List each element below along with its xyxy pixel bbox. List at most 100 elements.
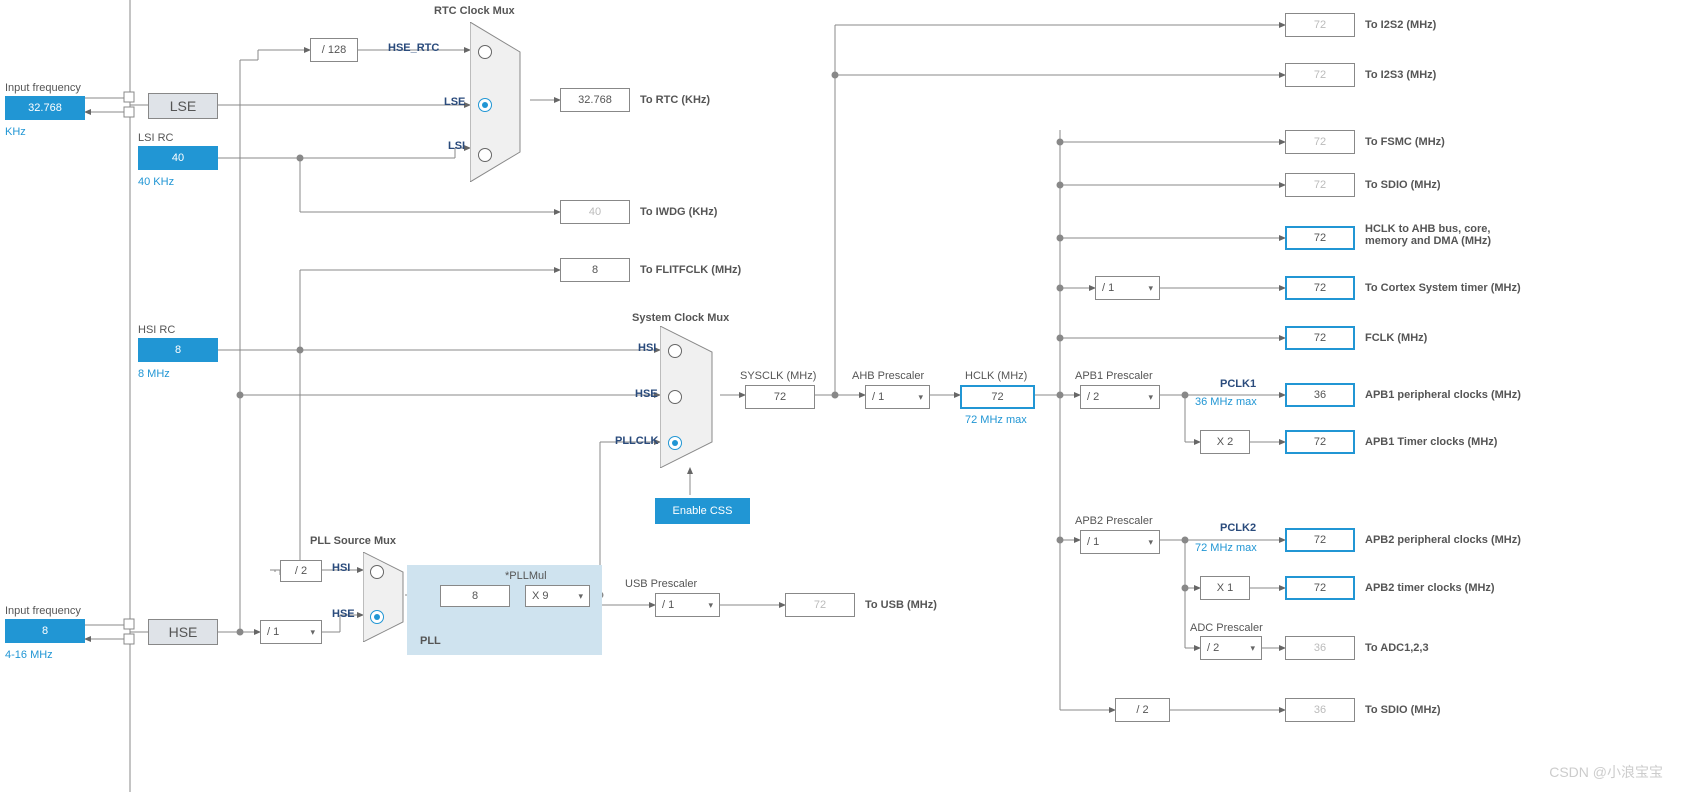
hclk-value[interactable]: 72 (960, 385, 1035, 409)
watermark: CSDN @小浪宝宝 (1549, 762, 1663, 782)
lse-box: LSE (148, 93, 218, 119)
usb-label: To USB (MHz) (865, 599, 937, 611)
flitfclk-label: To FLITFCLK (MHz) (640, 264, 741, 276)
hse-presc-select[interactable]: / 1▾ (260, 620, 322, 644)
pll-radio-hsi[interactable] (370, 565, 384, 579)
hsi-unit: 8 MHz (138, 368, 170, 380)
rtc-hse-rtc-label: HSE_RTC (388, 42, 439, 54)
sdio-value: 72 (1285, 173, 1355, 197)
adc-title: ADC Prescaler (1190, 622, 1263, 634)
adc-label: To ADC1,2,3 (1365, 642, 1429, 654)
sys-mux-title: System Clock Mux (632, 312, 729, 324)
sys-hsi-label: HSI (638, 342, 656, 354)
pll-in-value: 8 (440, 585, 510, 607)
fclk-value: 72 (1285, 326, 1355, 350)
pll-hse-div2: / 2 (280, 560, 322, 582)
hsi-value: 8 (138, 338, 218, 362)
apb1-title: APB1 Prescaler (1075, 370, 1153, 382)
cortex-label: To Cortex System timer (MHz) (1365, 282, 1521, 294)
rtc-out-value: 32.768 (560, 88, 630, 112)
pll-hsi-label: HSI (332, 562, 350, 574)
pll-radio-hse[interactable] (370, 610, 384, 624)
sys-radio-hse[interactable] (668, 390, 682, 404)
hclk-label: HCLK (MHz) (965, 370, 1027, 382)
rtc-lse-label: LSE (444, 96, 465, 108)
usb-presc-title: USB Prescaler (625, 578, 697, 590)
sdio-label: To SDIO (MHz) (1365, 179, 1441, 191)
rtc-out-label: To RTC (KHz) (640, 94, 710, 106)
pll-hse-label: HSE (332, 608, 355, 620)
lsi-value: 40 (138, 146, 218, 170)
rtc-mux-title: RTC Clock Mux (434, 5, 515, 17)
usb-value: 72 (785, 593, 855, 617)
hse-box: HSE (148, 619, 218, 645)
fclk-label: FCLK (MHz) (1365, 332, 1427, 344)
hsi-rc-label: HSI RC (138, 324, 175, 336)
lsi-rc-label: LSI RC (138, 132, 173, 144)
apb2-periph-label: APB2 peripheral clocks (MHz) (1365, 534, 1521, 546)
pll-label: PLL (420, 635, 441, 647)
sys-radio-pllclk[interactable] (668, 436, 682, 450)
apb2-tim-label: APB2 timer clocks (MHz) (1365, 582, 1495, 594)
apb1-tim-mult: X 2 (1200, 430, 1250, 454)
i2s2-label: To I2S2 (MHz) (1365, 19, 1436, 31)
adc-presc-select[interactable]: / 2▾ (1200, 636, 1262, 660)
hclk-ahb-label: HCLK to AHB bus, core, memory and DMA (M… (1365, 223, 1525, 247)
i2s3-label: To I2S3 (MHz) (1365, 69, 1436, 81)
sys-hse-label: HSE (635, 388, 658, 400)
apb1-tim-value: 72 (1285, 430, 1355, 454)
apb2-tim-value: 72 (1285, 576, 1355, 600)
hse-unit: 4-16 MHz (5, 649, 53, 661)
apb2-title: APB2 Prescaler (1075, 515, 1153, 527)
sys-pllclk-label: PLLCLK (615, 435, 658, 447)
pclk2-max: 72 MHz max (1195, 542, 1257, 554)
sdio2-value: 36 (1285, 698, 1355, 722)
apb1-tim-label: APB1 Timer clocks (MHz) (1365, 436, 1497, 448)
apb2-presc-select[interactable]: / 1▾ (1080, 530, 1160, 554)
apb1-presc-select[interactable]: / 2▾ (1080, 385, 1160, 409)
apb2-periph-value: 72 (1285, 528, 1355, 552)
cortex-value: 72 (1285, 276, 1355, 300)
i2s3-value: 72 (1285, 63, 1355, 87)
iwdg-value: 40 (560, 200, 630, 224)
ahb-presc-select[interactable]: / 1▾ (865, 385, 930, 409)
sdio2-presc: / 2 (1115, 698, 1170, 722)
sysclk-value[interactable]: 72 (745, 385, 815, 409)
pll-mux-shape (363, 552, 409, 642)
pclk1-max: 36 MHz max (1195, 396, 1257, 408)
iwdg-label: To IWDG (KHz) (640, 206, 717, 218)
rtc-div128: / 128 (310, 38, 358, 62)
pllmul-select[interactable]: X 9▾ (525, 585, 590, 607)
sysclk-label: SYSCLK (MHz) (740, 370, 816, 382)
apb1-periph-label: APB1 peripheral clocks (MHz) (1365, 389, 1521, 401)
hse-freq-label: Input frequency (5, 605, 81, 617)
pclk2-label: PCLK2 (1220, 522, 1256, 534)
cortex-presc-select[interactable]: / 1▾ (1095, 276, 1160, 300)
sys-radio-hsi[interactable] (668, 344, 682, 358)
sdio2-label: To SDIO (MHz) (1365, 704, 1441, 716)
pllmul-label: *PLLMul (505, 570, 547, 582)
apb1-periph-value: 36 (1285, 383, 1355, 407)
i2s2-value: 72 (1285, 13, 1355, 37)
pll-mux-title: PLL Source Mux (310, 535, 396, 547)
rtc-radio-lse[interactable] (478, 98, 492, 112)
hse-freq-value[interactable]: 8 (5, 619, 85, 643)
usb-presc-select[interactable]: / 1▾ (655, 593, 720, 617)
flitfclk-value: 8 (560, 258, 630, 282)
apb2-tim-mult: X 1 (1200, 576, 1250, 600)
enable-css-button[interactable]: Enable CSS (655, 498, 750, 524)
lsi-unit: 40 KHz (138, 176, 174, 188)
fsmc-label: To FSMC (MHz) (1365, 136, 1445, 148)
rtc-radio-hse[interactable] (478, 45, 492, 59)
rtc-lsi-label: LSI (448, 140, 465, 152)
lse-freq-value[interactable]: 32.768 (5, 96, 85, 120)
hclk-max: 72 MHz max (965, 414, 1027, 426)
pclk1-label: PCLK1 (1220, 378, 1256, 390)
lse-unit: KHz (5, 126, 26, 138)
hclk-ahb-value: 72 (1285, 226, 1355, 250)
rtc-radio-lsi[interactable] (478, 148, 492, 162)
lse-freq-label: Input frequency (5, 82, 81, 94)
ahb-presc-title: AHB Prescaler (852, 370, 924, 382)
adc-value: 36 (1285, 636, 1355, 660)
fsmc-value: 72 (1285, 130, 1355, 154)
